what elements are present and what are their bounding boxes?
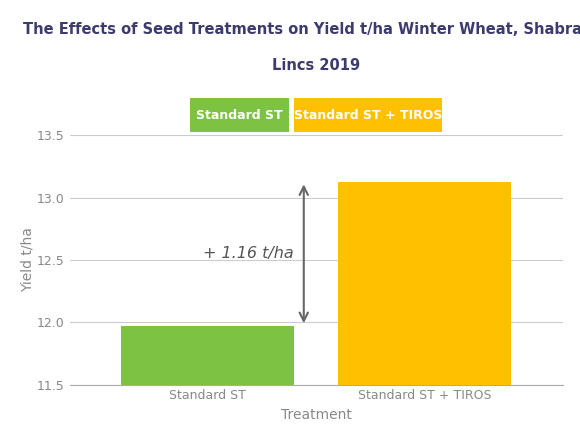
Bar [121,326,294,385]
Bar [338,181,511,385]
Text: + 1.16 t/ha: + 1.16 t/ha [203,246,294,261]
Text: Standard ST: Standard ST [197,108,283,121]
FancyBboxPatch shape [190,98,289,132]
Y-axis label: Yield t/ha: Yield t/ha [20,228,34,292]
Text: The Effects of Seed Treatments on Yield t/ha Winter Wheat, Shabras N: The Effects of Seed Treatments on Yield … [23,22,580,37]
FancyBboxPatch shape [294,98,442,132]
Text: Lincs 2019: Lincs 2019 [272,59,360,73]
Text: Standard ST + TIROS: Standard ST + TIROS [293,108,442,121]
X-axis label: Treatment: Treatment [281,408,351,422]
